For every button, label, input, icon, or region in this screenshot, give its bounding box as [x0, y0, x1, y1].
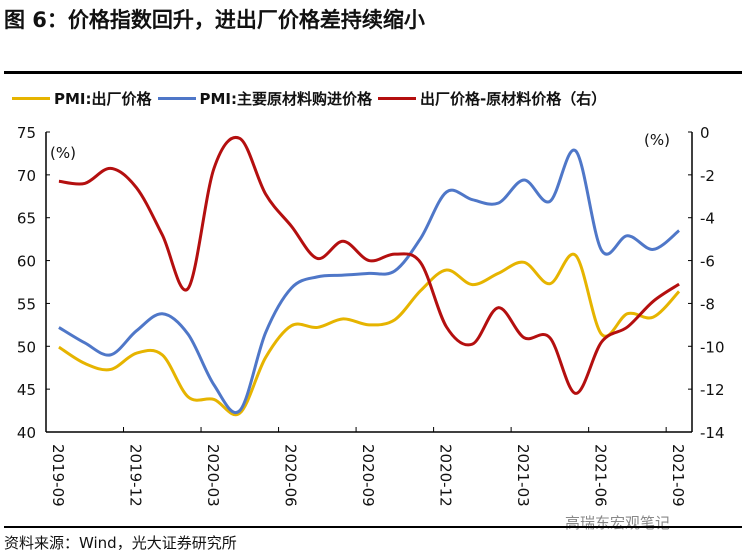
legend-item-output-price: PMI:出厂价格	[12, 88, 152, 109]
x-tick-label: 2020-06	[281, 444, 299, 507]
legend-label: 出厂价格-原材料价格（右）	[420, 90, 607, 108]
x-tick-label: 2020-09	[359, 444, 377, 507]
right-tick-label: -6	[700, 253, 715, 271]
right-tick-label: -10	[700, 338, 725, 356]
left-tick-label: 60	[17, 253, 36, 271]
bottom-rule	[4, 526, 742, 528]
series-line-0	[58, 252, 681, 417]
left-tick-label: 45	[17, 381, 36, 399]
top-rule	[4, 71, 742, 74]
series-line-1	[58, 148, 681, 414]
right-tick-label: -14	[700, 424, 725, 442]
left-tick-label: 70	[17, 167, 36, 185]
left-unit-label: (%)	[50, 144, 76, 162]
legend-swatch	[157, 97, 196, 100]
legend-swatch	[378, 97, 417, 100]
x-tick-label: 2019-12	[126, 444, 144, 507]
left-tick-label: 40	[17, 424, 36, 442]
right-tick-label: -12	[700, 381, 725, 399]
left-tick-label: 65	[17, 210, 36, 228]
legend-item-input-price: PMI:主要原材料购进价格	[157, 88, 373, 109]
legend-swatch	[12, 97, 50, 100]
source-note: 资料来源：Wind，光大证券研究所	[4, 534, 237, 552]
right-unit-label: (%)	[644, 131, 670, 149]
right-tick-label: -2	[700, 167, 715, 185]
left-tick-label: 50	[17, 338, 36, 356]
legend-label: PMI:主要原材料购进价格	[199, 90, 373, 108]
legend-label: PMI:出厂价格	[54, 90, 152, 108]
legend-item-price-gap: 出厂价格-原材料价格（右）	[378, 88, 606, 109]
legend: PMI:出厂价格 PMI:主要原材料购进价格 出厂价格-原材料价格（右）	[12, 88, 606, 109]
x-tick-label: 2021-06	[592, 444, 610, 507]
left-tick-label: 75	[17, 124, 36, 142]
watermark: 高瑞东宏观笔记	[565, 514, 671, 532]
series-line-2	[58, 135, 680, 395]
x-tick-label: 2019-09	[49, 444, 67, 507]
right-tick-label: -4	[700, 210, 715, 228]
right-tick-label: -8	[700, 295, 715, 313]
figure-title: 图 6：价格指数回升，进出厂价格差持续缩小	[4, 8, 425, 32]
left-tick-label: 55	[17, 295, 36, 313]
x-tick-label: 2020-03	[204, 444, 222, 507]
x-tick-label: 2020-12	[437, 444, 455, 507]
x-tick-label: 2021-03	[514, 444, 532, 507]
right-tick-label: 0	[700, 124, 710, 142]
x-tick-label: 2021-09	[669, 444, 687, 507]
